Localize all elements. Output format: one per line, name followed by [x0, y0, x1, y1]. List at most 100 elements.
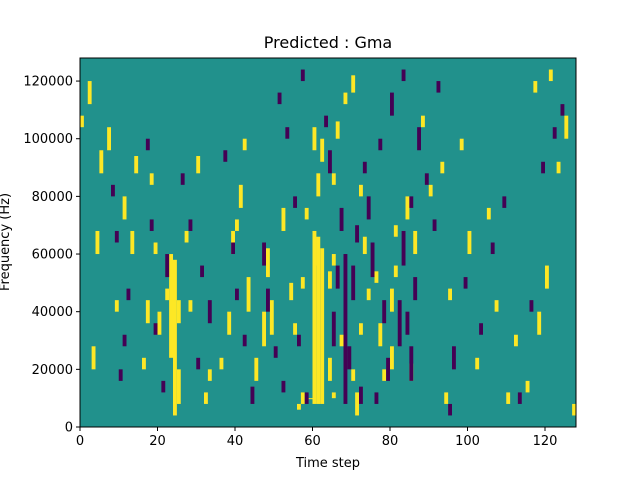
low-cell — [409, 346, 414, 381]
high-cell — [448, 288, 452, 301]
low-cell — [436, 81, 441, 93]
low-cell — [297, 334, 301, 347]
low-cell — [242, 334, 247, 347]
low-cell — [517, 392, 522, 404]
low-cell — [161, 380, 166, 393]
low-cell — [266, 288, 270, 312]
low-cell — [417, 127, 421, 151]
high-cell — [80, 115, 84, 128]
high-cell — [91, 346, 96, 370]
high-cell — [281, 207, 286, 231]
low-cell — [490, 242, 495, 255]
low-cell — [452, 346, 456, 370]
low-cell — [126, 288, 131, 301]
high-cell — [390, 346, 394, 370]
heatmap-cells — [80, 69, 576, 416]
high-cell — [122, 196, 127, 220]
low-cell — [432, 219, 437, 231]
high-cell — [227, 311, 232, 335]
low-cell — [250, 386, 255, 404]
high-cell — [153, 242, 158, 255]
high-cell — [556, 161, 561, 174]
high-cell — [145, 300, 150, 324]
low-cell — [277, 92, 282, 105]
y-tick-label: 20000 — [32, 363, 73, 378]
high-cell — [312, 127, 317, 151]
low-cell — [331, 311, 336, 347]
low-cell — [529, 300, 534, 312]
low-cell — [378, 138, 383, 151]
high-cell — [176, 300, 181, 324]
y-tick-label: 80000 — [32, 190, 73, 205]
high-cell — [331, 254, 336, 266]
low-cell — [235, 288, 239, 301]
high-cell — [572, 403, 576, 416]
x-axis-label: Time step — [295, 456, 360, 471]
high-cell — [339, 334, 344, 347]
high-cell — [362, 236, 367, 255]
low-cell — [196, 357, 201, 370]
low-cell — [359, 386, 363, 404]
high-cell — [188, 300, 193, 312]
x-tick-label: 0 — [76, 434, 84, 449]
high-cell — [428, 184, 433, 197]
low-cell — [370, 242, 375, 278]
low-cell — [413, 277, 418, 301]
high-cell — [196, 156, 201, 174]
high-cell — [316, 173, 321, 197]
low-cell — [552, 127, 557, 139]
low-cell — [223, 150, 228, 162]
high-cell — [440, 161, 445, 174]
high-cell — [351, 75, 356, 93]
y-tick-label: 120000 — [23, 75, 73, 90]
y-tick-label: 60000 — [32, 248, 73, 263]
high-cell — [95, 230, 100, 255]
high-cell — [107, 127, 111, 151]
low-cell — [207, 300, 212, 324]
y-axis-label: Frequency (Hz) — [0, 193, 13, 291]
low-cell — [366, 196, 371, 220]
low-cell — [324, 115, 328, 128]
high-cell — [87, 81, 92, 105]
high-cell — [328, 357, 332, 381]
x-axis-ticks: 0 20 40 60 80 100 120 — [76, 427, 558, 449]
high-cell — [335, 121, 340, 139]
high-cell — [486, 207, 491, 220]
low-cell — [386, 357, 390, 381]
low-cell — [231, 242, 235, 255]
high-cell — [142, 357, 146, 370]
y-tick-label: 40000 — [32, 305, 73, 320]
low-cell — [355, 225, 359, 243]
y-tick-label: 100000 — [23, 132, 73, 147]
high-cell — [266, 248, 270, 278]
high-cell — [300, 277, 305, 289]
low-cell — [153, 323, 158, 335]
low-cell — [374, 392, 379, 404]
high-cell — [134, 156, 139, 174]
high-cell — [548, 69, 553, 82]
high-cell — [300, 392, 305, 404]
x-tick-label: 20 — [149, 434, 166, 449]
high-cell — [320, 138, 325, 162]
high-cell — [254, 357, 259, 381]
high-cell — [537, 311, 542, 335]
high-cell — [506, 392, 511, 404]
high-cell — [525, 380, 530, 393]
high-cell — [421, 115, 425, 128]
high-cell — [235, 219, 239, 231]
high-cell — [351, 369, 356, 381]
high-cell — [343, 92, 348, 105]
high-cell — [312, 236, 317, 404]
low-cell — [502, 196, 507, 208]
high-cell — [157, 311, 162, 335]
low-cell — [405, 311, 410, 335]
low-cell — [362, 161, 367, 174]
high-cell — [393, 225, 398, 237]
high-cell — [331, 173, 336, 185]
low-cell — [273, 346, 278, 358]
high-cell — [184, 230, 189, 243]
low-cell — [285, 127, 290, 139]
high-cell — [304, 207, 309, 220]
high-cell — [444, 392, 449, 404]
x-tick-label: 120 — [533, 434, 558, 449]
